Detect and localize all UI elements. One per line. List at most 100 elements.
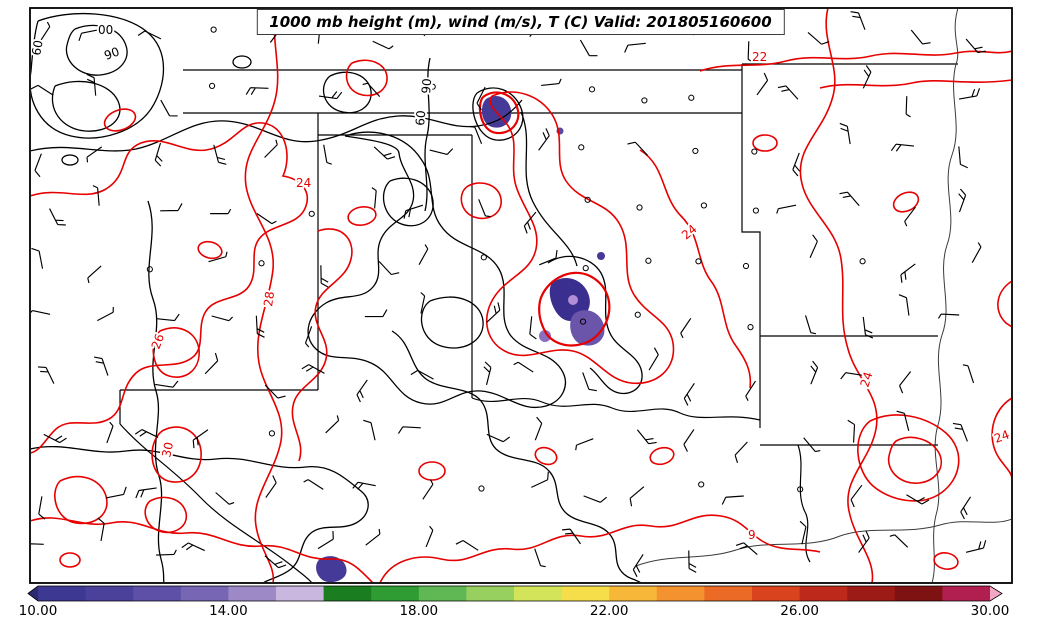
- wind-barb: [538, 128, 550, 151]
- wind-barb: [904, 206, 916, 227]
- plot-title-text: 1000 mb height (m), wind (m/s), T (C) Va…: [269, 13, 772, 31]
- contour-label: 60: [413, 110, 428, 126]
- calm-wind-circle: [747, 324, 754, 331]
- wind-barb: [418, 244, 429, 265]
- wind-barb: [809, 234, 818, 258]
- wind-barb: [352, 481, 376, 490]
- height-contour: [307, 131, 566, 409]
- colorbar-segment: [276, 586, 325, 601]
- calm-wind-circle: [146, 266, 153, 273]
- contour-label: 22: [752, 50, 767, 64]
- wind-barb: [735, 542, 758, 556]
- wind-barb: [937, 313, 960, 319]
- contour-label: 24: [858, 370, 876, 389]
- wind-barb: [850, 484, 863, 508]
- colorbar-outline: [27, 585, 1003, 602]
- wind-barb: [688, 550, 697, 573]
- temp-contour: [197, 240, 223, 260]
- wind-barb: [39, 21, 51, 43]
- wind-barb: [469, 125, 483, 145]
- temp-contour: [59, 552, 81, 568]
- wind-barb: [889, 534, 909, 548]
- temp-contour: [997, 280, 1011, 328]
- wind-barb: [78, 29, 100, 41]
- contour-label: 90: [419, 78, 434, 94]
- wind-barb: [362, 82, 381, 98]
- wind-barb: [323, 144, 332, 165]
- temp-contour: [152, 327, 200, 378]
- temp-contour: [538, 271, 611, 347]
- wind-barb: [31, 84, 54, 96]
- temp-contour: [31, 122, 308, 454]
- wind-barb: [204, 352, 219, 375]
- contour-label: 28: [261, 290, 277, 307]
- calm-wind-circle: [797, 486, 804, 493]
- wind-barb: [636, 429, 657, 445]
- wind-barb: [862, 316, 874, 339]
- calm-wind-circle: [700, 202, 708, 209]
- wind-barb: [534, 416, 543, 441]
- wind-barb: [106, 421, 114, 444]
- colorbar: 10.00 14.00 18.00 22.00 26.00 30.00: [19, 585, 1009, 619]
- colorbar-segment: [228, 586, 277, 601]
- temp-contour: [991, 397, 1011, 478]
- wind-barb: [304, 326, 313, 348]
- wind-barb: [160, 99, 178, 117]
- wind-barb: [632, 554, 644, 577]
- wind-barb: [777, 85, 799, 100]
- temp-contour: [857, 414, 960, 502]
- colorbar-segment: [180, 586, 229, 601]
- wind-barb: [513, 361, 534, 373]
- wind-barb: [154, 142, 163, 167]
- calm-wind-circle: [634, 311, 641, 318]
- wind-barb: [372, 40, 394, 50]
- wind-barb: [648, 347, 659, 371]
- wind-barb: [213, 144, 227, 165]
- contour-label: 26: [149, 332, 167, 351]
- height-contour: [547, 255, 643, 395]
- temp-contour: [933, 552, 959, 570]
- calm-wind-circle: [584, 196, 591, 203]
- wind-barb: [303, 479, 324, 490]
- wind-barb: [425, 525, 434, 548]
- wind-barb: [721, 495, 744, 505]
- calm-wind-circle: [210, 26, 217, 33]
- wind-barb: [734, 441, 748, 464]
- wind-barb: [429, 148, 454, 156]
- fill-blob: [597, 252, 605, 260]
- wind-barb: [97, 307, 114, 322]
- wind-barb: [965, 540, 987, 553]
- height-contour: [31, 99, 523, 152]
- colorbar-segment: [38, 586, 87, 601]
- height-contour: [472, 87, 524, 141]
- wind-barb: [971, 242, 982, 263]
- temp-contour: [485, 91, 675, 385]
- colorbar-segment: [323, 586, 372, 601]
- fill-blob: [568, 295, 578, 305]
- wind-barb: [92, 185, 100, 206]
- wind-barb: [155, 380, 179, 388]
- contour-label: 00: [98, 23, 113, 37]
- wind-barb: [839, 122, 851, 145]
- wind-barbs: [31, 11, 987, 577]
- wind-barb: [356, 379, 368, 403]
- calm-wind-circle: [578, 144, 585, 151]
- state-border-line: [471, 397, 761, 421]
- calm-wind-circle: [742, 262, 750, 270]
- temp-contour: [892, 191, 920, 213]
- colorbar-segment: [656, 586, 705, 601]
- wind-barb: [215, 492, 235, 505]
- wind-barb: [420, 292, 426, 314]
- calm-wind-circle: [478, 485, 485, 492]
- colorbar-tick-label: 22.00: [590, 603, 629, 619]
- height-contour: [391, 330, 641, 582]
- wind-barb: [847, 419, 856, 443]
- wind-barb: [371, 187, 377, 209]
- wind-barb: [97, 517, 105, 542]
- wind-barb: [803, 437, 821, 453]
- wind-barb: [483, 361, 492, 386]
- wind-barb: [810, 360, 819, 385]
- calm-wind-circle: [688, 94, 695, 101]
- calm-wind-circle: [695, 258, 702, 265]
- wind-barb: [680, 318, 692, 339]
